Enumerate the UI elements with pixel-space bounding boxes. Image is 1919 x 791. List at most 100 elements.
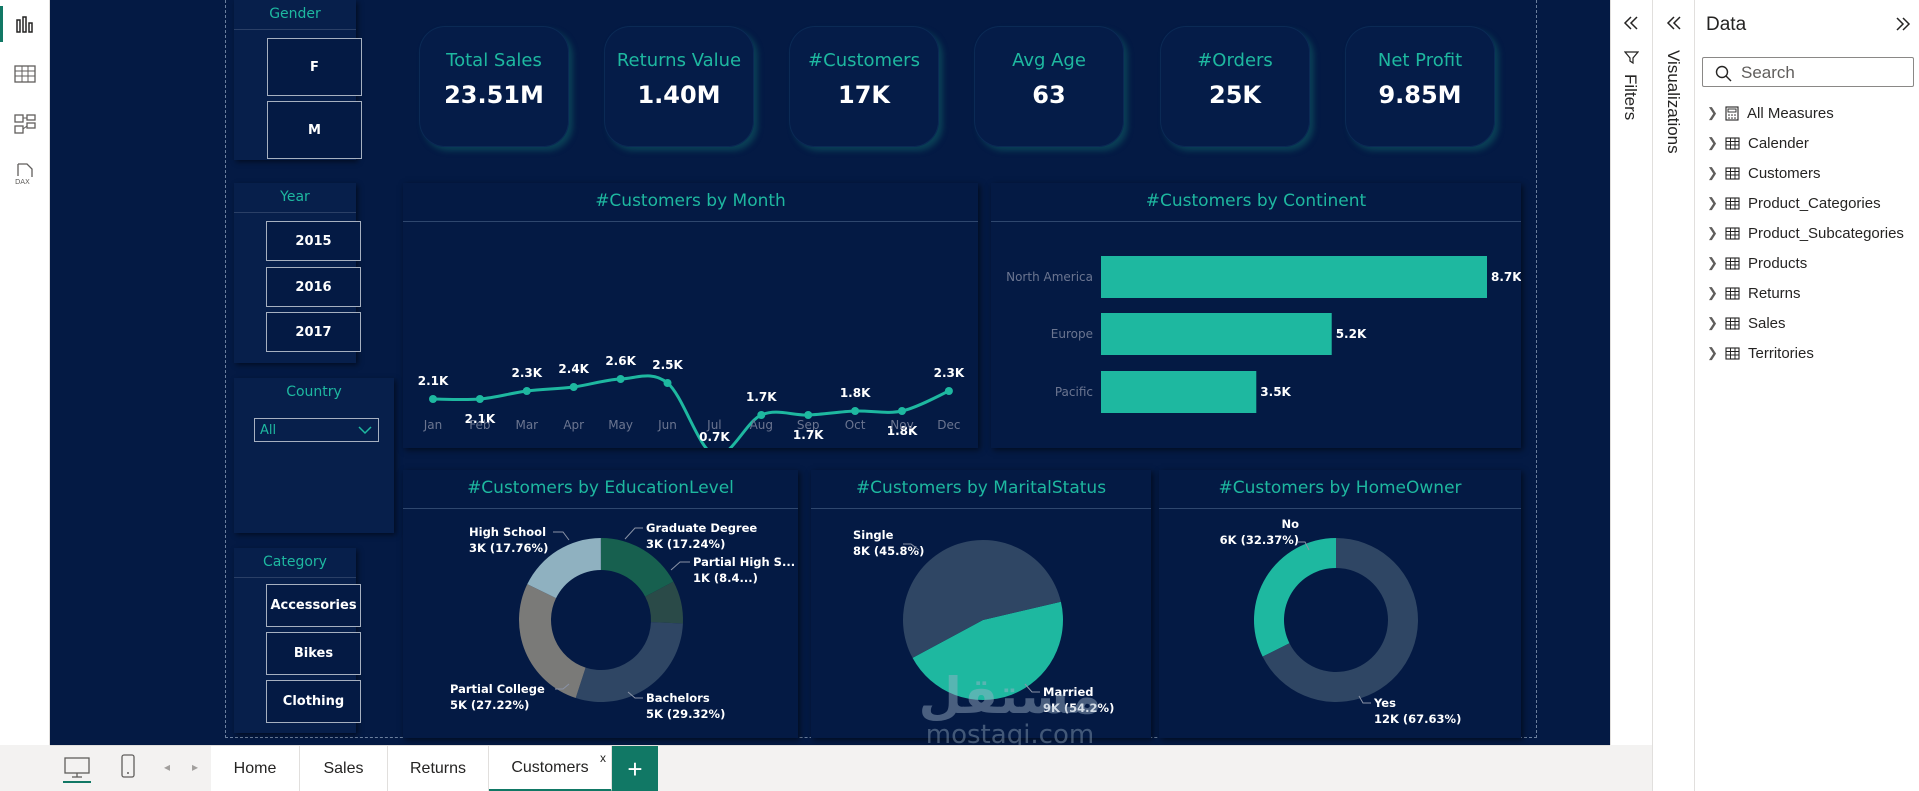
gender-option-m[interactable]: M — [267, 101, 362, 159]
data-label: 2.1K — [465, 412, 496, 426]
chevron-right-icon[interactable]: ❯ — [1707, 195, 1718, 210]
customers-series-line — [432, 374, 950, 448]
data-point[interactable] — [944, 387, 953, 395]
add-page-button[interactable]: + — [612, 746, 658, 791]
field-product-categories[interactable]: ❯ Product_Categories — [1707, 191, 1881, 215]
chevron-right-icon[interactable]: ❯ — [1707, 315, 1718, 330]
field-label: Territories — [1748, 344, 1814, 362]
chevron-right-icon[interactable]: ❯ — [1707, 165, 1718, 180]
data-point[interactable] — [475, 395, 484, 403]
chevron-right-icon[interactable]: ❯ — [1707, 345, 1718, 360]
field-territories[interactable]: ❯ Territories — [1707, 341, 1814, 365]
pie-slice[interactable] — [912, 601, 1063, 700]
slice-value-label: 1K (8.4...) — [693, 571, 758, 585]
data-point[interactable] — [616, 375, 625, 383]
bar[interactable] — [1101, 371, 1257, 413]
year-option-2016[interactable]: 2016 — [266, 267, 361, 307]
field-customers[interactable]: ❯ Customers — [1707, 161, 1821, 185]
collapse-chevron-icon[interactable] — [1666, 16, 1682, 30]
table-icon — [1725, 286, 1740, 300]
chevron-right-icon[interactable]: ❯ — [1707, 105, 1718, 120]
data-point[interactable] — [663, 379, 672, 387]
chevron-right-icon[interactable]: ❯ — [1707, 285, 1718, 300]
pie-slice[interactable] — [645, 581, 683, 624]
close-tab-icon[interactable]: x — [600, 751, 606, 765]
pie-slice[interactable] — [903, 540, 1061, 658]
customers-by-month-visual[interactable]: #Customers by Month 2.1K Jan 2.1K Feb 2.3K Ma… — [403, 183, 978, 448]
data-label: 1.7K — [746, 390, 777, 404]
pie-slice[interactable] — [601, 538, 674, 597]
data-point[interactable] — [429, 395, 437, 403]
scroll-left-icon[interactable]: ◂ — [164, 760, 171, 774]
x-tick-label: Jul — [706, 418, 721, 432]
x-tick-label: Aug — [750, 418, 773, 432]
data-point[interactable] — [569, 383, 578, 391]
year-option-2017[interactable]: 2017 — [266, 312, 361, 352]
search-input[interactable] — [1741, 63, 1906, 83]
bar[interactable] — [1101, 256, 1487, 298]
field-returns[interactable]: ❯ Returns — [1707, 281, 1801, 305]
chevron-right-icon[interactable]: ❯ — [1707, 135, 1718, 150]
monitor-icon — [63, 757, 91, 783]
data-search-box[interactable] — [1702, 57, 1914, 87]
visualizations-pane-label: Visualizations — [1664, 50, 1683, 154]
pie-slice[interactable] — [527, 538, 601, 599]
pie-slice[interactable] — [1262, 538, 1418, 702]
year-option-2015[interactable]: 2015 — [266, 221, 361, 261]
category-option-bikes[interactable]: Bikes — [266, 632, 361, 675]
pie-slice[interactable] — [519, 584, 586, 699]
slice-category-label: Graduate Degree — [646, 521, 757, 535]
chevron-right-icon[interactable]: ❯ — [1707, 225, 1718, 240]
data-point[interactable] — [804, 411, 813, 419]
table-view-button[interactable] — [10, 59, 40, 89]
country-slicer: Country All — [234, 378, 394, 533]
page-tab-customers[interactable]: Customers x — [489, 746, 612, 791]
pie-slice[interactable] — [1254, 538, 1336, 657]
desktop-layout-button[interactable] — [62, 753, 92, 785]
watermark: مستقل mostaqi.com — [900, 668, 1120, 750]
bar[interactable] — [1101, 313, 1332, 355]
model-view-button[interactable] — [10, 109, 40, 139]
field-calender[interactable]: ❯ Calender — [1707, 131, 1809, 155]
customers-by-marital-visual[interactable]: #Customers by MaritalStatus Single 8K (45… — [811, 470, 1151, 738]
data-point[interactable] — [851, 407, 860, 415]
customers-by-continent-visual[interactable]: #Customers by Continent North America 8.7… — [991, 183, 1521, 448]
bar-chart-icon — [16, 16, 33, 33]
page-tab-sales[interactable]: Sales — [300, 746, 388, 791]
bar-chart: North America 8.7K Europe 5.2K Pacific 3.5K — [1006, 256, 1521, 413]
chevron-right-icon[interactable]: ❯ — [1707, 255, 1718, 270]
category-option-accessories[interactable]: Accessories — [266, 584, 361, 627]
collapse-chevron-icon[interactable] — [1623, 16, 1639, 30]
visualizations-pane[interactable]: Visualizations — [1652, 0, 1694, 791]
page-tab-returns[interactable]: Returns — [388, 746, 489, 791]
customers-by-homeowner-visual[interactable]: #Customers by HomeOwner No 6K (32.37%) Yes… — [1159, 470, 1521, 738]
customers-by-education-visual[interactable]: #Customers by EducationLevel Graduate De… — [403, 470, 798, 738]
filters-pane[interactable]: Filters — [1610, 0, 1652, 745]
field-sales[interactable]: ❯ Sales — [1707, 311, 1786, 335]
expand-chevron-icon[interactable] — [1895, 17, 1911, 31]
gender-option-f[interactable]: F — [267, 38, 362, 96]
page-tab-home[interactable]: Home — [211, 746, 300, 791]
data-label: 2.6K — [605, 354, 636, 368]
gender-slicer: Gender F M — [234, 0, 362, 160]
scroll-right-icon[interactable]: ▸ — [192, 760, 199, 774]
data-label: 2.3K — [934, 366, 965, 380]
report-view-button[interactable] — [10, 9, 40, 39]
data-point[interactable] — [757, 411, 766, 419]
education-chart-title: #Customers by EducationLevel — [467, 478, 734, 498]
y-tick-label: North America — [1006, 270, 1093, 284]
category-option-clothing[interactable]: Clothing — [266, 680, 361, 723]
field-all-measures[interactable]: ❯ All Measures — [1707, 101, 1834, 125]
leader-line — [624, 527, 643, 540]
country-dropdown[interactable]: All — [254, 418, 379, 442]
field-products[interactable]: ❯ Products — [1707, 251, 1807, 275]
dax-query-view-button[interactable]: DAX — [10, 159, 40, 189]
data-label: 3.5K — [1260, 385, 1291, 399]
mobile-layout-button[interactable] — [118, 753, 138, 783]
data-point[interactable] — [522, 387, 531, 395]
table-icon — [1725, 136, 1740, 150]
field-product-subcategories[interactable]: ❯ Product_Subcategories — [1707, 221, 1904, 245]
gender-slicer-title: Gender — [234, 0, 356, 30]
pie-slice[interactable] — [575, 622, 683, 702]
data-point[interactable] — [898, 407, 906, 415]
